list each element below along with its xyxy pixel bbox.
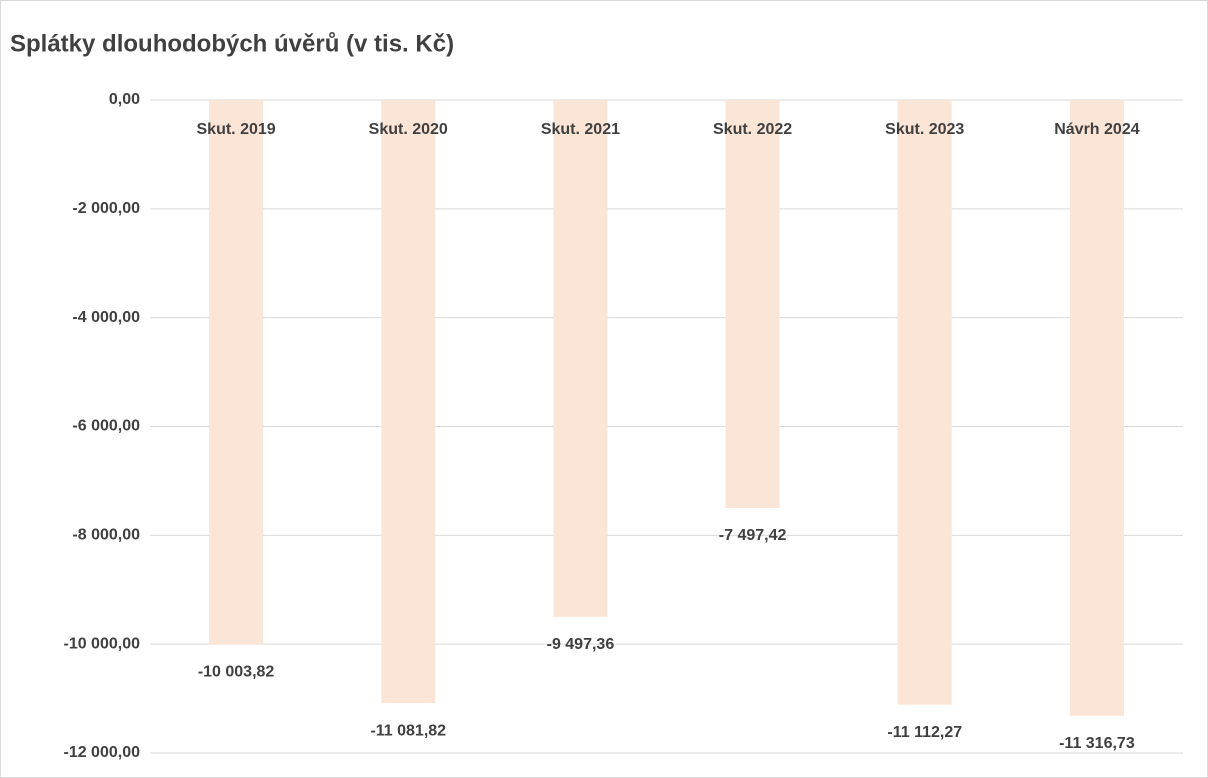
x-tick-label: Návrh 2024	[1054, 121, 1139, 138]
x-tick-label: Skut. 2023	[885, 121, 964, 138]
data-label: -11 316,73	[1059, 735, 1135, 752]
y-tick-label: -6 000,00	[72, 418, 140, 435]
bar	[209, 100, 264, 645]
data-label: -9 497,36	[547, 636, 615, 653]
y-tick-label: -10 000,00	[63, 635, 140, 652]
data-label: -7 497,42	[719, 527, 787, 544]
data-label: -10 003,82	[198, 664, 275, 681]
x-tick-label: Skut. 2019	[197, 121, 276, 138]
data-label: -11 112,27	[887, 724, 962, 741]
bar	[553, 100, 608, 617]
bar	[725, 100, 780, 508]
y-tick-label: -8 000,00	[72, 527, 140, 544]
bar	[381, 100, 436, 704]
bar	[1069, 100, 1124, 716]
x-tick-label: Skut. 2021	[541, 121, 620, 138]
y-tick-label: -2 000,00	[72, 200, 140, 217]
x-tick-label: Skut. 2022	[713, 121, 792, 138]
data-label: -11 081,82	[370, 722, 446, 739]
x-tick-label: Skut. 2020	[369, 121, 448, 138]
chart-title: Splátky dlouhodobých úvěrů (v tis. Kč)	[10, 30, 454, 57]
y-tick-label: -4 000,00	[72, 309, 140, 326]
bar	[897, 100, 952, 705]
y-tick-label: -12 000,00	[63, 744, 140, 761]
y-tick-label: 0,00	[109, 91, 140, 108]
